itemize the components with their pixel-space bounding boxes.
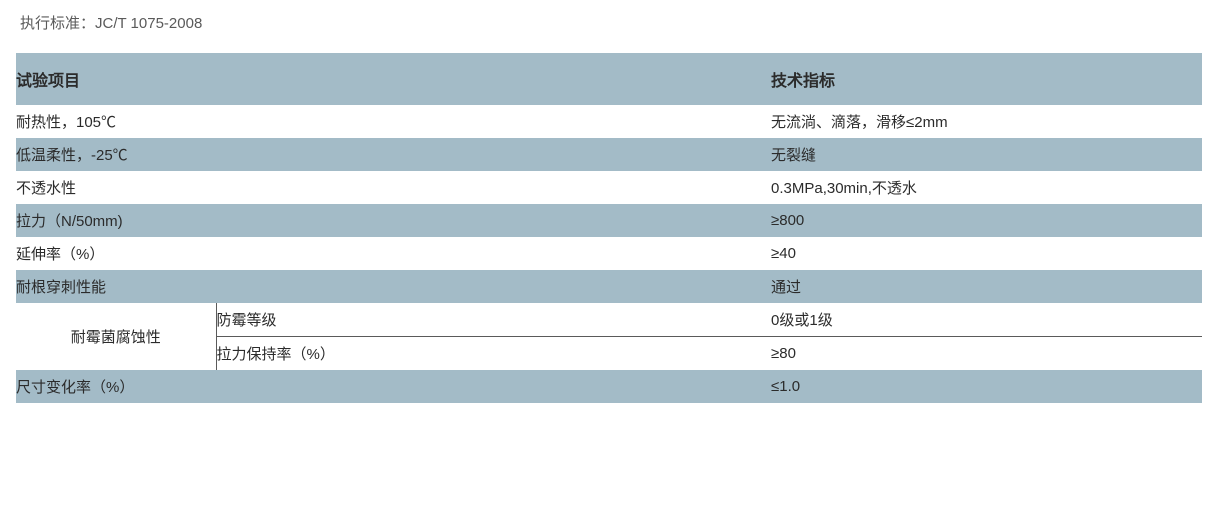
- row-label: 不透水性: [16, 171, 771, 204]
- table-row-group: 耐霉菌腐蚀性 防霉等级 0级或1级: [16, 303, 1202, 337]
- row-label: 低温柔性，-25℃: [16, 138, 771, 171]
- row-label: 拉力（N/50mm): [16, 204, 771, 237]
- table-row: 拉力（N/50mm) ≥800: [16, 204, 1202, 237]
- table-row: 不透水性 0.3MPa,30min,不透水: [16, 171, 1202, 204]
- spec-table: 试验项目 技术指标 耐热性，105℃ 无流淌、滴落，滑移≤2mm 低温柔性，-2…: [16, 53, 1202, 403]
- table-row: 尺寸变化率（%） ≤1.0: [16, 370, 1202, 403]
- table-row: 耐根穿刺性能 通过: [16, 270, 1202, 303]
- row-value: 0级或1级: [771, 303, 1202, 337]
- row-value: ≤1.0: [771, 370, 1202, 403]
- row-value: ≥80: [771, 337, 1202, 371]
- group-sub-label: 防霉等级: [216, 303, 771, 337]
- row-label: 耐热性，105℃: [16, 105, 771, 138]
- row-value: 通过: [771, 270, 1202, 303]
- row-value: 0.3MPa,30min,不透水: [771, 171, 1202, 204]
- table-row: 耐热性，105℃ 无流淌、滴落，滑移≤2mm: [16, 105, 1202, 138]
- row-label: 耐根穿刺性能: [16, 270, 771, 303]
- row-value: 无裂缝: [771, 138, 1202, 171]
- table-row: 低温柔性，-25℃ 无裂缝: [16, 138, 1202, 171]
- header-spec: 技术指标: [771, 53, 1202, 105]
- row-value: ≥800: [771, 204, 1202, 237]
- table-row: 延伸率（%） ≥40: [16, 237, 1202, 270]
- group-label: 耐霉菌腐蚀性: [16, 303, 216, 370]
- row-label: 延伸率（%）: [16, 237, 771, 270]
- table-header-row: 试验项目 技术指标: [16, 53, 1202, 105]
- row-label: 尺寸变化率（%）: [16, 370, 771, 403]
- row-value: ≥40: [771, 237, 1202, 270]
- header-test-item: 试验项目: [16, 53, 771, 105]
- row-value: 无流淌、滴落，滑移≤2mm: [771, 105, 1202, 138]
- group-sub-label: 拉力保持率（%）: [216, 337, 771, 371]
- standard-label: 执行标准：JC/T 1075-2008: [20, 12, 1202, 33]
